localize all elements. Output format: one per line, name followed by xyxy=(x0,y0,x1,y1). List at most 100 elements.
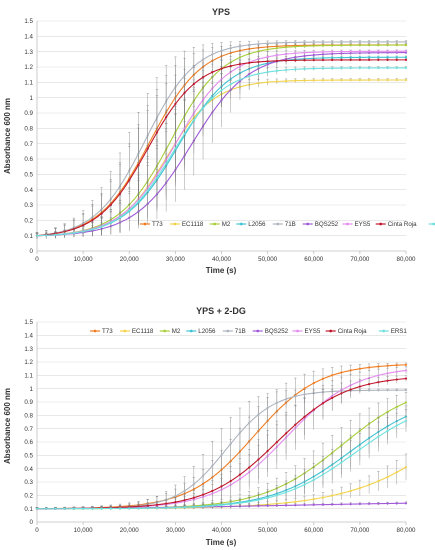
data-point xyxy=(109,203,112,206)
data-point xyxy=(211,53,214,56)
data-point xyxy=(201,505,205,508)
x-tick-label: 50,000 xyxy=(258,256,277,263)
data-point xyxy=(303,503,306,507)
data-point xyxy=(395,56,398,59)
data-point xyxy=(266,496,269,499)
legend-item: 71B xyxy=(222,328,246,335)
y-tick-label: 0.5 xyxy=(24,453,33,460)
legend-label: EYS5 xyxy=(355,221,371,228)
chart-yps: YPS Absorbance 600 nm Time (s) 0 0.1 0.2 0.… xyxy=(3,7,435,275)
x-tick-label: 10,000 xyxy=(74,527,93,534)
data-point xyxy=(118,192,122,195)
data-point xyxy=(349,454,352,458)
data-point xyxy=(201,106,205,110)
data-point xyxy=(395,58,398,61)
data-point xyxy=(303,415,306,418)
data-point xyxy=(377,78,380,82)
data-point xyxy=(294,59,297,62)
data-point xyxy=(183,91,186,94)
data-point xyxy=(257,42,260,46)
data-point xyxy=(312,503,315,506)
axes xyxy=(36,322,407,525)
data-point xyxy=(321,402,325,405)
legend-item: M2 xyxy=(209,221,231,228)
data-point xyxy=(183,489,186,492)
data-point xyxy=(238,501,242,505)
data-point xyxy=(238,78,242,81)
y-tick-label: 1.1 xyxy=(24,80,33,87)
data-point xyxy=(395,50,398,53)
data-point xyxy=(72,231,75,235)
data-point xyxy=(340,392,343,395)
data-point xyxy=(340,78,343,82)
x-axis-label: Time (s) xyxy=(206,538,237,547)
data-point xyxy=(377,40,380,44)
data-point xyxy=(368,50,371,53)
data-point xyxy=(294,68,297,71)
data-point xyxy=(174,102,177,106)
y-tick-label: 0.6 xyxy=(24,439,33,446)
data-point xyxy=(266,48,269,51)
data-point xyxy=(229,64,232,68)
data-point xyxy=(312,53,315,57)
data-point xyxy=(404,401,408,404)
legend-marker xyxy=(306,222,310,226)
data-point xyxy=(192,82,195,86)
data-point xyxy=(358,385,361,388)
legend-item: L2056 xyxy=(186,328,216,335)
data-point xyxy=(377,56,380,59)
data-point xyxy=(183,499,186,502)
y-tick-label: 1 xyxy=(30,95,34,102)
data-point xyxy=(294,52,297,55)
data-point xyxy=(275,54,278,57)
data-point xyxy=(303,41,306,44)
legend-marker xyxy=(346,222,349,226)
legend-item: EYS5 xyxy=(292,328,321,335)
data-point xyxy=(386,502,389,505)
legend-label: EYS5 xyxy=(305,328,321,335)
data-point xyxy=(155,176,159,179)
y-axis-label: Absorbance 600 nm xyxy=(3,388,12,464)
data-point xyxy=(257,72,260,75)
data-point xyxy=(395,364,398,367)
x-tick-label: 30,000 xyxy=(166,256,185,263)
legend-marker xyxy=(296,329,299,333)
data-point xyxy=(395,44,398,47)
x-tick-label: 80,000 xyxy=(397,527,416,534)
data-point xyxy=(312,498,315,501)
data-point xyxy=(377,66,380,70)
data-point xyxy=(257,458,260,461)
y-tick-label: 0.9 xyxy=(24,110,33,117)
data-point xyxy=(35,507,39,510)
data-point xyxy=(220,67,223,70)
legend-item: ERS1 xyxy=(378,328,407,335)
legend-marker xyxy=(226,329,230,333)
data-point xyxy=(368,389,371,392)
data-point xyxy=(321,50,325,54)
legend-marker xyxy=(382,329,386,333)
data-point xyxy=(358,66,361,70)
data-point xyxy=(100,212,103,215)
y-tick-label: 0.1 xyxy=(24,506,33,513)
data-point xyxy=(321,58,325,62)
data-point xyxy=(377,374,380,377)
data-point xyxy=(183,506,186,509)
data-point xyxy=(395,424,398,427)
data-point xyxy=(368,383,371,386)
data-point xyxy=(404,58,408,61)
data-point xyxy=(368,40,371,44)
data-point xyxy=(100,507,103,510)
data-point xyxy=(35,234,39,237)
data-point xyxy=(386,410,389,414)
data-point xyxy=(303,387,306,390)
data-point xyxy=(248,61,251,64)
tick-labels: 0 0.1 0.2 0.3 0.4 0.5 0.6 0.7 0.8 0.9 1 1.1 1.2 1.3 1.… xyxy=(24,18,416,263)
data-point xyxy=(91,507,94,510)
data-point xyxy=(257,60,260,64)
data-point xyxy=(321,496,325,499)
x-tick-label: 70,000 xyxy=(350,527,369,534)
data-point xyxy=(155,506,159,510)
data-point xyxy=(229,442,232,445)
data-point xyxy=(386,475,389,479)
chart-title: YPS xyxy=(212,7,230,17)
